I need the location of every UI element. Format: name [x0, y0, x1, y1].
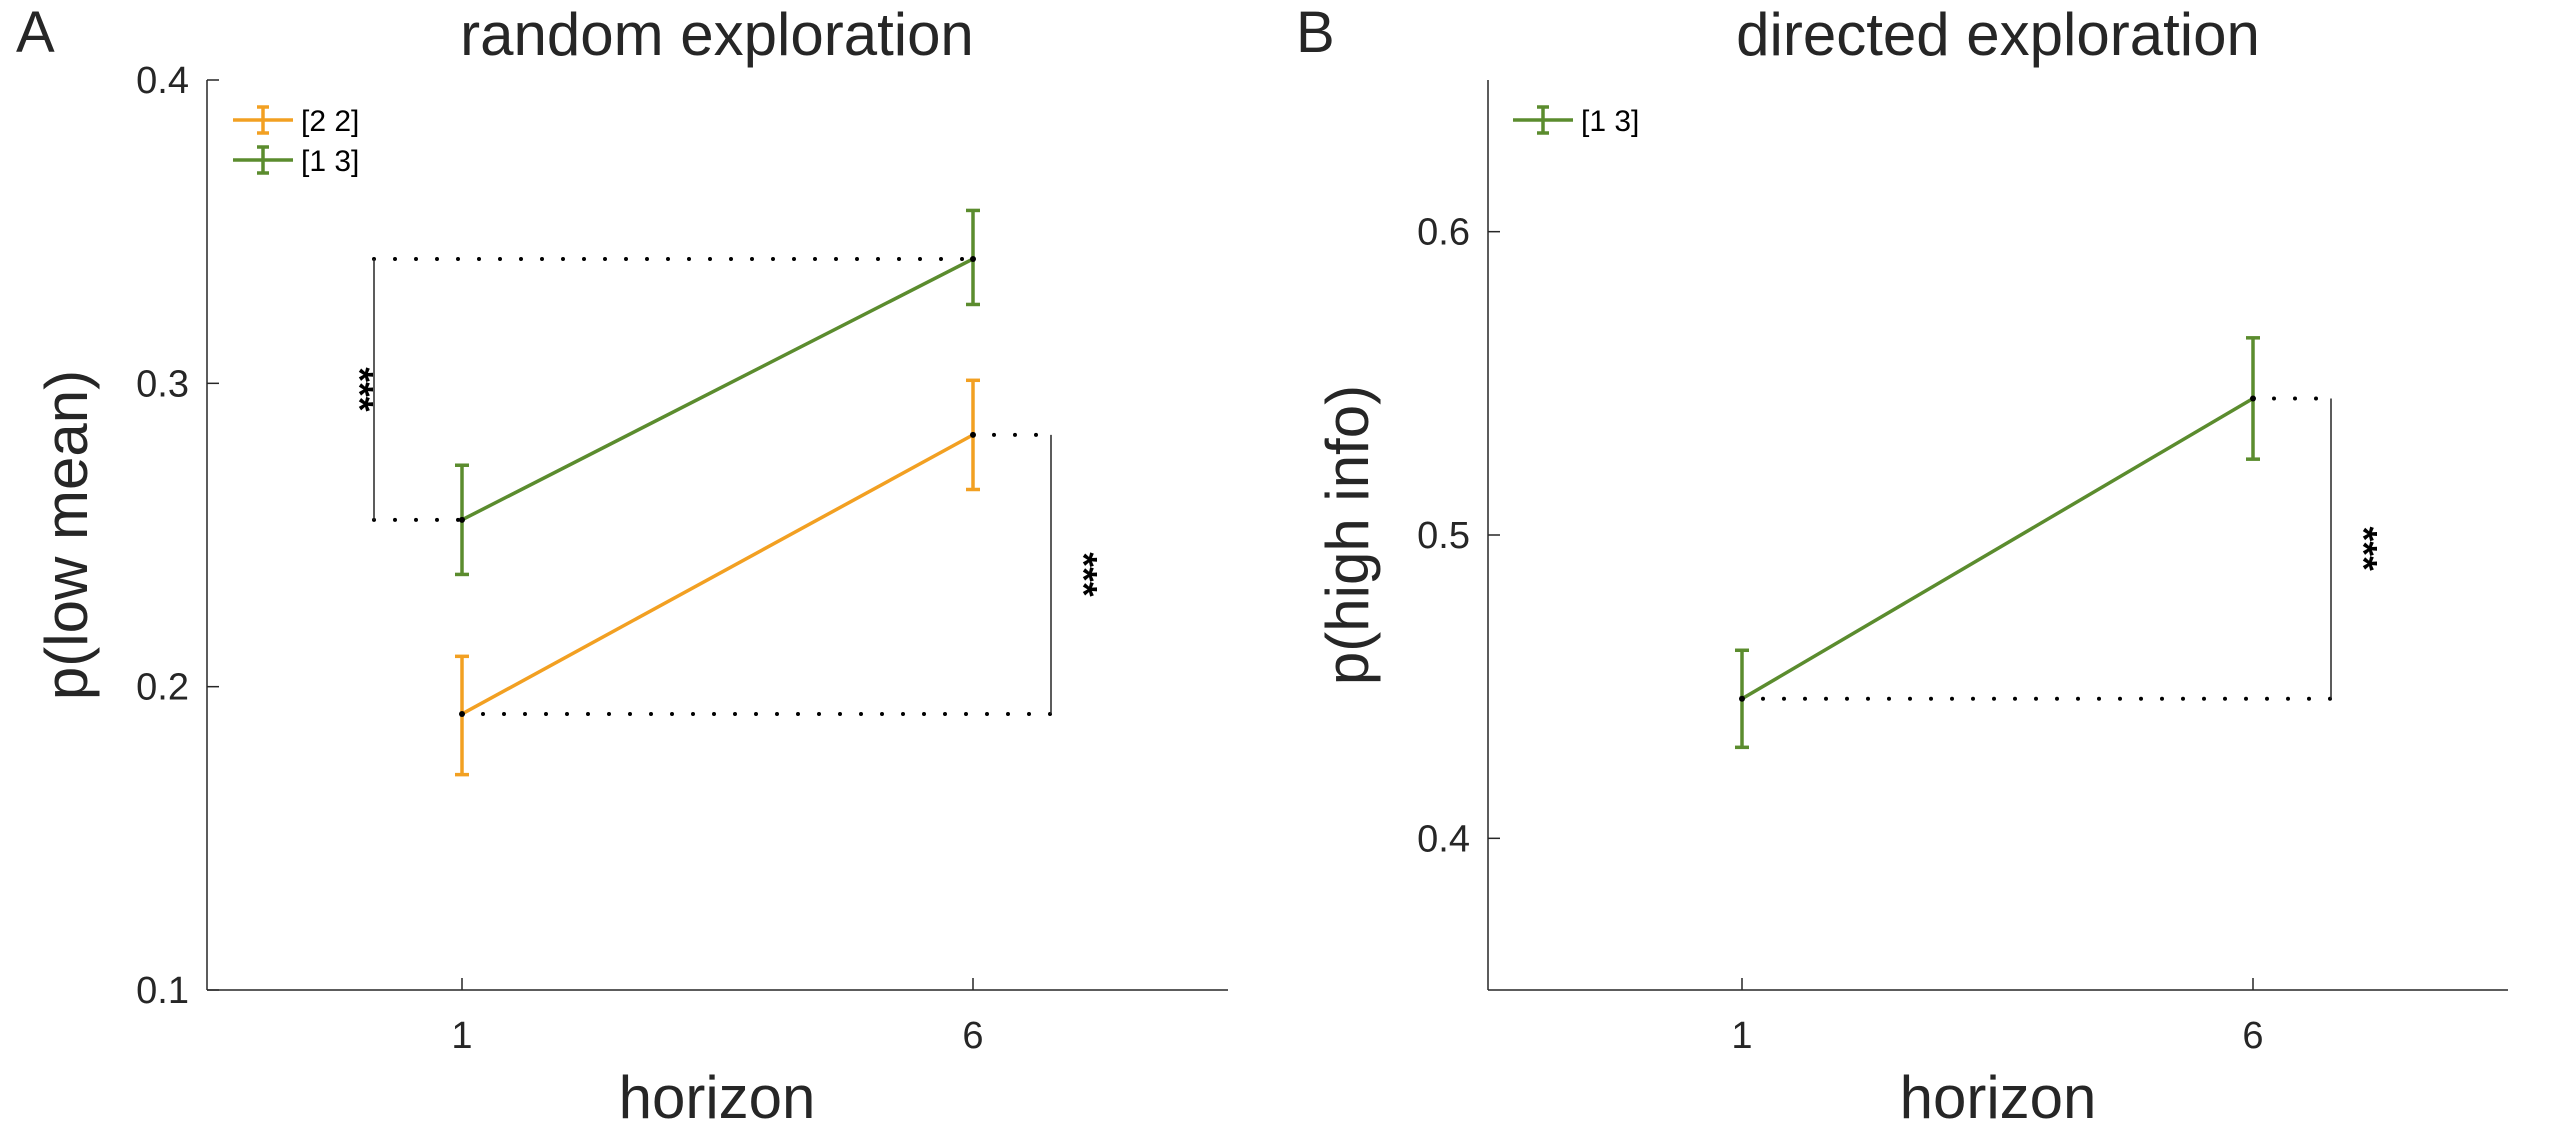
panel-a-axes [206, 80, 1228, 991]
panel-a-series [455, 208, 980, 777]
panel-a-significance-label: *** [1062, 552, 1104, 597]
panel-b-data-point [1739, 695, 1745, 702]
panel-a-legend: [2 2] [1 3] [233, 105, 359, 178]
panel-a-title: random exploration [460, 1, 974, 68]
panel-a-letter: A [16, 0, 55, 65]
panel-b-legend: [1 3] [1513, 105, 1639, 138]
panel-b-x-tick-label: 1 [1731, 1015, 1752, 1057]
panel-b-significance-label: *** [2342, 526, 2384, 571]
panel-b-y-axis-label: p(high info) [1314, 385, 1381, 685]
panel-b-y-tick-label: 0.6 [1417, 212, 1470, 254]
panel-a-y-axis-label: p(low mean) [33, 370, 100, 700]
panel-a-y-tick-label: 0.4 [136, 60, 189, 102]
panel-b-x-tick-label: 6 [2242, 1015, 2263, 1057]
panel-a-data-point [459, 516, 465, 523]
panel-a-annotations: *** *** [338, 256, 1104, 716]
panel-b-legend-label: [1 3] [1581, 105, 1639, 138]
panel-b-title: directed exploration [1736, 1, 2260, 68]
panel-a-legend-label: [2 2] [301, 105, 359, 138]
panel-a-x-tick-label: 6 [962, 1015, 983, 1057]
panel-b-x-axis-label: horizon [1900, 1064, 2097, 1131]
panel-a-series-line [461, 433, 974, 716]
panel-a-series-line [461, 257, 974, 522]
panel-a-ticks: 0.1 0.2 0.3 0.4 1 6 [136, 60, 983, 1057]
panel-a-data-point [459, 710, 465, 717]
panel-b-y-tick-label: 0.5 [1417, 515, 1470, 557]
panel-a-y-tick-label: 0.3 [136, 363, 189, 405]
panel-a-significance-label: *** [338, 367, 380, 412]
panel-a-data-point [970, 431, 976, 438]
panel-b-annotations: *** [1740, 396, 2384, 701]
panel-b-letter: B [1296, 0, 1335, 65]
panel-a: A random exploration horizon p(low mean)… [16, 0, 1228, 1131]
panel-b-series [1735, 336, 2260, 750]
panel-b-series-line [1741, 396, 2254, 701]
panel-a-data-point [970, 255, 976, 262]
panel-a-y-tick-label: 0.2 [136, 667, 189, 709]
panel-a-y-tick-label: 0.1 [136, 970, 189, 1012]
panel-b: B directed exploration horizon p(high in… [1296, 0, 2508, 1131]
panel-b-ticks: 0.4 0.5 0.6 1 6 [1417, 212, 2263, 1057]
panel-a-x-axis-label: horizon [619, 1064, 816, 1131]
panel-a-x-tick-label: 1 [451, 1015, 472, 1057]
panel-b-data-point [2250, 395, 2256, 402]
panel-a-legend-label: [1 3] [301, 145, 359, 178]
panel-b-y-tick-label: 0.4 [1417, 818, 1470, 860]
